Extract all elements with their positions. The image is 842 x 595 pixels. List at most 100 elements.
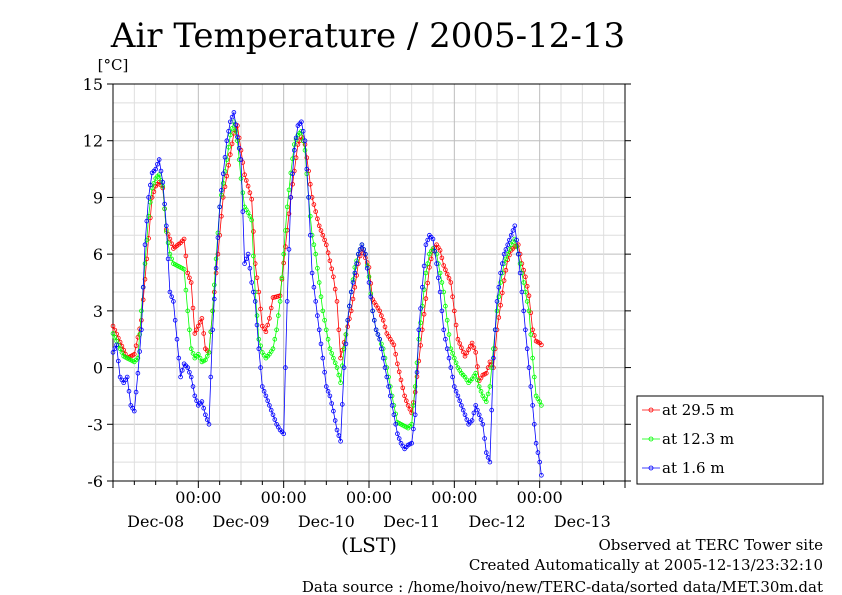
data-point — [313, 209, 319, 214]
data-point — [110, 323, 116, 329]
data-point — [444, 271, 450, 277]
data-point — [528, 332, 534, 337]
data-point — [387, 393, 393, 399]
data-point — [533, 440, 539, 446]
data-point — [469, 418, 475, 423]
data-point — [450, 351, 455, 356]
data-point — [343, 332, 349, 337]
data-point — [382, 365, 388, 370]
data-point — [171, 299, 176, 304]
data-point — [457, 341, 463, 346]
data-point — [233, 122, 239, 127]
data-point — [491, 346, 496, 352]
data-point — [219, 188, 224, 193]
data-point — [256, 336, 262, 342]
data-point — [382, 324, 388, 330]
data-point — [395, 361, 400, 367]
data-point — [311, 202, 317, 207]
data-point — [450, 374, 455, 380]
data-point — [331, 355, 336, 361]
data-point — [137, 332, 143, 337]
data-point — [496, 284, 502, 290]
data-point — [350, 296, 356, 302]
data-point — [483, 399, 489, 404]
data-point — [483, 450, 489, 455]
data-point — [222, 155, 228, 160]
data-point — [286, 247, 292, 252]
data-point — [524, 346, 530, 352]
data-point — [496, 294, 502, 300]
data-point — [132, 408, 137, 414]
data-point — [201, 331, 207, 336]
data-point — [526, 308, 532, 314]
data-point — [156, 157, 162, 162]
data-point — [142, 242, 148, 248]
data-point — [265, 398, 271, 404]
data-point — [396, 436, 402, 441]
data-point — [462, 412, 468, 418]
data-point — [499, 290, 505, 296]
data-point — [475, 364, 480, 369]
data-point — [192, 331, 198, 336]
data-point — [215, 251, 221, 257]
data-point — [188, 346, 194, 352]
data-point — [142, 261, 148, 266]
data-point — [453, 360, 459, 366]
data-point — [443, 267, 448, 273]
data-point — [396, 369, 402, 375]
data-point — [427, 265, 432, 270]
data-point — [187, 275, 192, 281]
data-point — [514, 244, 519, 249]
data-point — [521, 280, 526, 285]
data-point — [133, 343, 139, 349]
data-point — [270, 346, 276, 352]
data-point — [412, 384, 418, 389]
data-point — [448, 365, 454, 370]
data-point — [537, 399, 542, 404]
data-point — [245, 183, 251, 189]
data-point — [309, 270, 315, 276]
data-point — [403, 398, 409, 404]
data-point — [377, 336, 383, 342]
data-point — [478, 417, 484, 422]
data-point — [430, 236, 436, 242]
data-point — [263, 393, 269, 399]
data-point — [322, 317, 327, 323]
data-point — [180, 368, 185, 373]
data-point — [197, 319, 203, 325]
data-point — [437, 248, 443, 253]
data-point — [156, 172, 162, 178]
data-point — [299, 119, 304, 125]
data-point — [391, 412, 397, 418]
data-point — [329, 351, 335, 356]
data-point — [471, 410, 477, 416]
data-point — [327, 393, 333, 399]
data-point — [176, 355, 182, 361]
data-point — [343, 341, 349, 347]
data-point — [341, 346, 347, 352]
data-point — [482, 436, 487, 441]
data-point — [348, 289, 354, 295]
data-point — [229, 114, 235, 120]
data-point — [215, 235, 221, 240]
data-point — [512, 223, 518, 229]
data-point — [114, 342, 119, 348]
data-point — [165, 256, 171, 262]
data-point — [478, 388, 484, 394]
data-point — [380, 355, 386, 361]
data-point — [226, 163, 231, 168]
data-point — [386, 384, 391, 389]
x-date-label: Dec-10 — [298, 512, 355, 531]
data-point — [167, 289, 173, 295]
data-point — [332, 418, 338, 423]
data-point — [178, 374, 183, 380]
data-point — [140, 297, 146, 303]
data-point — [416, 327, 422, 333]
data-point — [112, 334, 118, 340]
data-point — [185, 308, 191, 314]
data-point — [322, 237, 327, 243]
data-point — [110, 331, 116, 336]
x-axis-title: (LST) — [341, 533, 397, 557]
data-point — [132, 351, 137, 357]
data-point — [405, 403, 411, 408]
